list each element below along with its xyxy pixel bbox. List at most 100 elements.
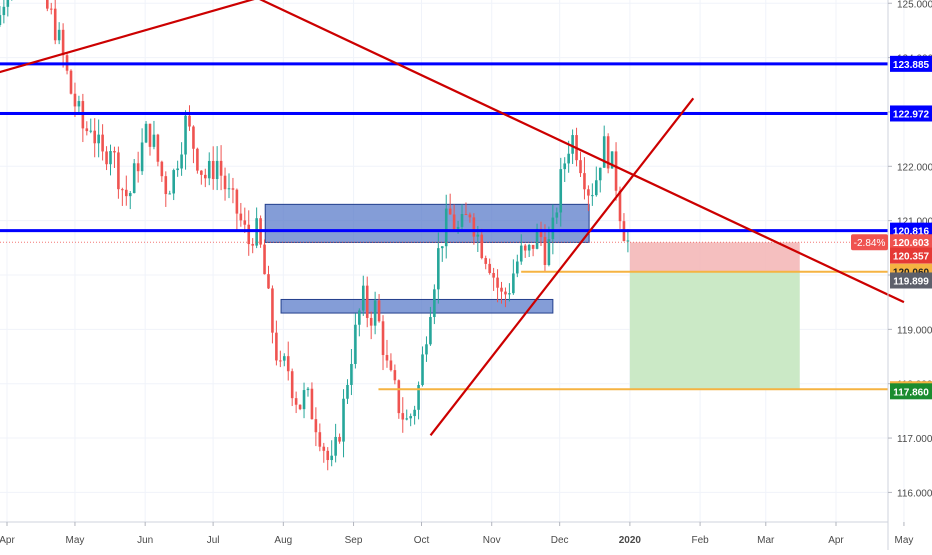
candle-body xyxy=(53,8,57,41)
candle-body xyxy=(85,128,89,132)
candle-body xyxy=(314,419,318,433)
candle-body xyxy=(164,176,168,195)
candle-body xyxy=(389,360,393,371)
candle-body xyxy=(207,160,211,179)
zones-layer[interactable] xyxy=(264,203,590,314)
candles-layer xyxy=(0,0,630,471)
candle-body xyxy=(464,214,468,216)
candle-body xyxy=(417,385,420,410)
candle-body xyxy=(358,310,361,325)
candle-body xyxy=(610,151,614,169)
candle-body xyxy=(606,136,610,169)
candle-body xyxy=(618,190,622,222)
candle-body xyxy=(0,15,2,25)
candle-body xyxy=(203,174,207,179)
price-badge xyxy=(890,383,932,400)
candle-body xyxy=(595,180,598,196)
candle-body xyxy=(468,214,472,218)
time-axis[interactable]: Apr May Jun Jul Aug Sep Oct Nov Dec 2020 Feb Mar Apr… xyxy=(0,522,913,546)
candle-body xyxy=(188,115,191,127)
change-badge xyxy=(851,234,888,251)
position-tool[interactable] xyxy=(629,242,800,390)
price-tick-label: 125.000 xyxy=(897,0,932,10)
candle-body xyxy=(239,213,243,221)
candle-body xyxy=(200,170,203,175)
candle-body xyxy=(231,188,235,190)
price-tick-label: 116.000 xyxy=(897,488,932,499)
candle-body xyxy=(587,189,590,196)
time-tick-label: Feb xyxy=(691,535,709,546)
supply-demand-zone[interactable] xyxy=(280,298,554,314)
candle-body xyxy=(121,189,124,191)
time-tick-label: Oct xyxy=(414,535,430,546)
candle-body xyxy=(361,285,365,311)
price-badge xyxy=(890,55,932,72)
candle-body xyxy=(192,126,195,149)
time-tick-label: Apr xyxy=(0,535,15,546)
candle-body xyxy=(409,416,412,419)
candle-body xyxy=(148,123,152,147)
candle-body xyxy=(117,152,120,190)
candle-body xyxy=(49,8,53,10)
candle-body xyxy=(508,293,511,295)
time-tick-label: May xyxy=(65,535,84,546)
candle-body xyxy=(172,170,175,194)
change-badge-label: -2.84% xyxy=(854,238,886,249)
levels-layer[interactable] xyxy=(0,0,888,391)
candle-body xyxy=(512,273,515,294)
trendline[interactable] xyxy=(429,97,695,437)
price-badge-label: 120.603 xyxy=(893,238,930,249)
price-tick-label: 122.000 xyxy=(897,162,932,173)
candle-body xyxy=(385,355,389,361)
candle-body xyxy=(61,29,65,56)
trendline[interactable] xyxy=(0,0,905,304)
candle-body xyxy=(504,291,507,295)
candle-body xyxy=(551,217,555,240)
candle-body xyxy=(555,212,559,218)
take-profit-area[interactable] xyxy=(629,271,800,390)
candle-body xyxy=(93,130,97,144)
candle-body xyxy=(476,234,480,237)
candle-body xyxy=(539,228,543,238)
candle-body xyxy=(452,214,456,230)
candle-body xyxy=(460,214,464,227)
candle-body xyxy=(196,148,199,171)
time-tick-label: Nov xyxy=(483,535,501,546)
candle-body xyxy=(535,228,539,249)
candle-body xyxy=(275,332,278,361)
price-badge xyxy=(890,234,932,251)
candle-body xyxy=(519,245,523,262)
trendline[interactable] xyxy=(0,0,580,74)
candle-body xyxy=(405,418,409,420)
candle-body xyxy=(492,272,495,278)
candle-body xyxy=(393,370,397,381)
candle-body xyxy=(626,240,630,242)
candle-body xyxy=(243,220,247,225)
price-tick-label: 117.000 xyxy=(897,434,932,445)
candle-body xyxy=(294,398,298,405)
price-tick-label: 121.000 xyxy=(897,217,932,228)
candle-body xyxy=(223,175,227,190)
trendlines-layer[interactable] xyxy=(0,0,905,437)
supply-demand-zone[interactable] xyxy=(264,203,590,243)
candle-body xyxy=(132,163,136,194)
candle-body xyxy=(602,136,606,168)
candle-body xyxy=(444,208,448,247)
stop-loss-area[interactable] xyxy=(629,242,800,272)
candle-body xyxy=(227,188,231,190)
candle-body xyxy=(267,274,270,289)
candle-body xyxy=(448,208,452,215)
candle-body xyxy=(567,153,570,164)
candle-body xyxy=(215,160,219,180)
candle-body xyxy=(338,436,341,442)
candle-body xyxy=(488,263,491,273)
candle-body xyxy=(290,371,294,399)
price-badge-label: 123.885 xyxy=(893,60,930,71)
price-badge-label: 119.899 xyxy=(893,276,929,287)
candle-body xyxy=(97,134,100,144)
candle-body xyxy=(334,436,337,456)
price-badge-label: 120.816 xyxy=(893,227,930,238)
candle-body xyxy=(89,130,93,132)
